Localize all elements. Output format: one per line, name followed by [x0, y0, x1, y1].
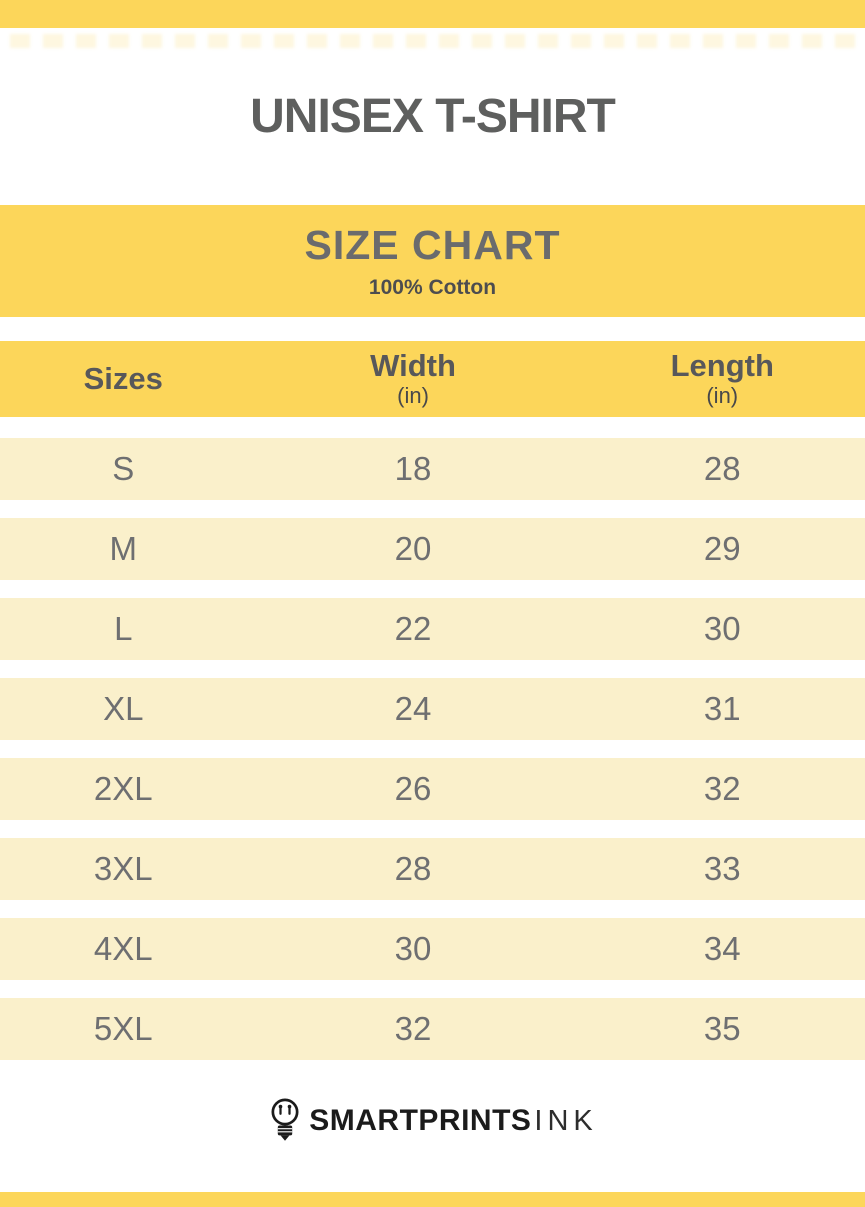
- size-cell: L: [114, 610, 133, 647]
- length-cell: 33: [703, 850, 741, 887]
- column-label: Width: [370, 348, 456, 383]
- column-header-width: Width (in): [247, 341, 580, 417]
- column-label: Sizes: [83, 361, 163, 396]
- length-cell: 31: [703, 690, 741, 727]
- width-cell: 22: [394, 610, 432, 647]
- table-header-row: Sizes Width (in) Length (in): [0, 341, 865, 417]
- bottom-accent-bar: [0, 1192, 865, 1207]
- column-label: Length: [670, 348, 774, 383]
- top-accent-bar: [0, 0, 865, 28]
- width-cell: 26: [394, 770, 432, 807]
- size-cell: S: [112, 450, 135, 487]
- table-row: S 18 28: [0, 438, 865, 500]
- table-row: 4XL 30 34: [0, 918, 865, 980]
- size-cell: 4XL: [93, 930, 153, 967]
- width-cell: 18: [394, 450, 432, 487]
- size-cell: 3XL: [93, 850, 153, 887]
- banner-title: SIZE CHART: [304, 222, 561, 268]
- width-cell: 24: [394, 690, 432, 727]
- length-cell: 30: [703, 610, 741, 647]
- table-row: 5XL 32 35: [0, 998, 865, 1060]
- column-unit: (in): [397, 383, 429, 408]
- size-cell: 2XL: [93, 770, 153, 807]
- size-cell: M: [109, 530, 138, 567]
- length-cell: 35: [703, 1010, 741, 1047]
- column-header-length: Length (in): [580, 341, 865, 417]
- length-cell: 28: [703, 450, 741, 487]
- table-row: M 20 29: [0, 518, 865, 580]
- length-cell: 32: [703, 770, 741, 807]
- lightbulb-icon: [271, 1098, 299, 1141]
- size-cell: XL: [103, 690, 144, 727]
- table-row: XL 24 31: [0, 678, 865, 740]
- width-cell: 20: [394, 530, 432, 567]
- table-row: 3XL 28 33: [0, 838, 865, 900]
- banner-subtitle: 100% Cotton: [368, 276, 497, 299]
- brand-logo: SMARTPRINTS INK: [0, 1096, 865, 1146]
- length-cell: 29: [703, 530, 741, 567]
- column-unit: (in): [706, 383, 739, 408]
- column-header-sizes: Sizes: [0, 341, 247, 417]
- page-title: UNISEX T-SHIRT: [250, 90, 616, 143]
- faded-artifact-strip: [10, 34, 865, 48]
- width-cell: 30: [394, 930, 432, 967]
- brand-name-secondary: INK: [534, 1104, 598, 1137]
- length-cell: 34: [703, 930, 741, 967]
- table-body: S 18 28 M 20 29 L 22 30 XL 24 31 2XL 26 …: [0, 438, 865, 1078]
- size-chart-banner: SIZE CHART 100% Cotton: [0, 205, 865, 317]
- width-cell: 32: [394, 1010, 432, 1047]
- brand-name-primary: SMARTPRINTS: [309, 1104, 532, 1137]
- table-row: L 22 30: [0, 598, 865, 660]
- size-cell: 5XL: [93, 1010, 153, 1047]
- table-row: 2XL 26 32: [0, 758, 865, 820]
- width-cell: 28: [394, 850, 432, 887]
